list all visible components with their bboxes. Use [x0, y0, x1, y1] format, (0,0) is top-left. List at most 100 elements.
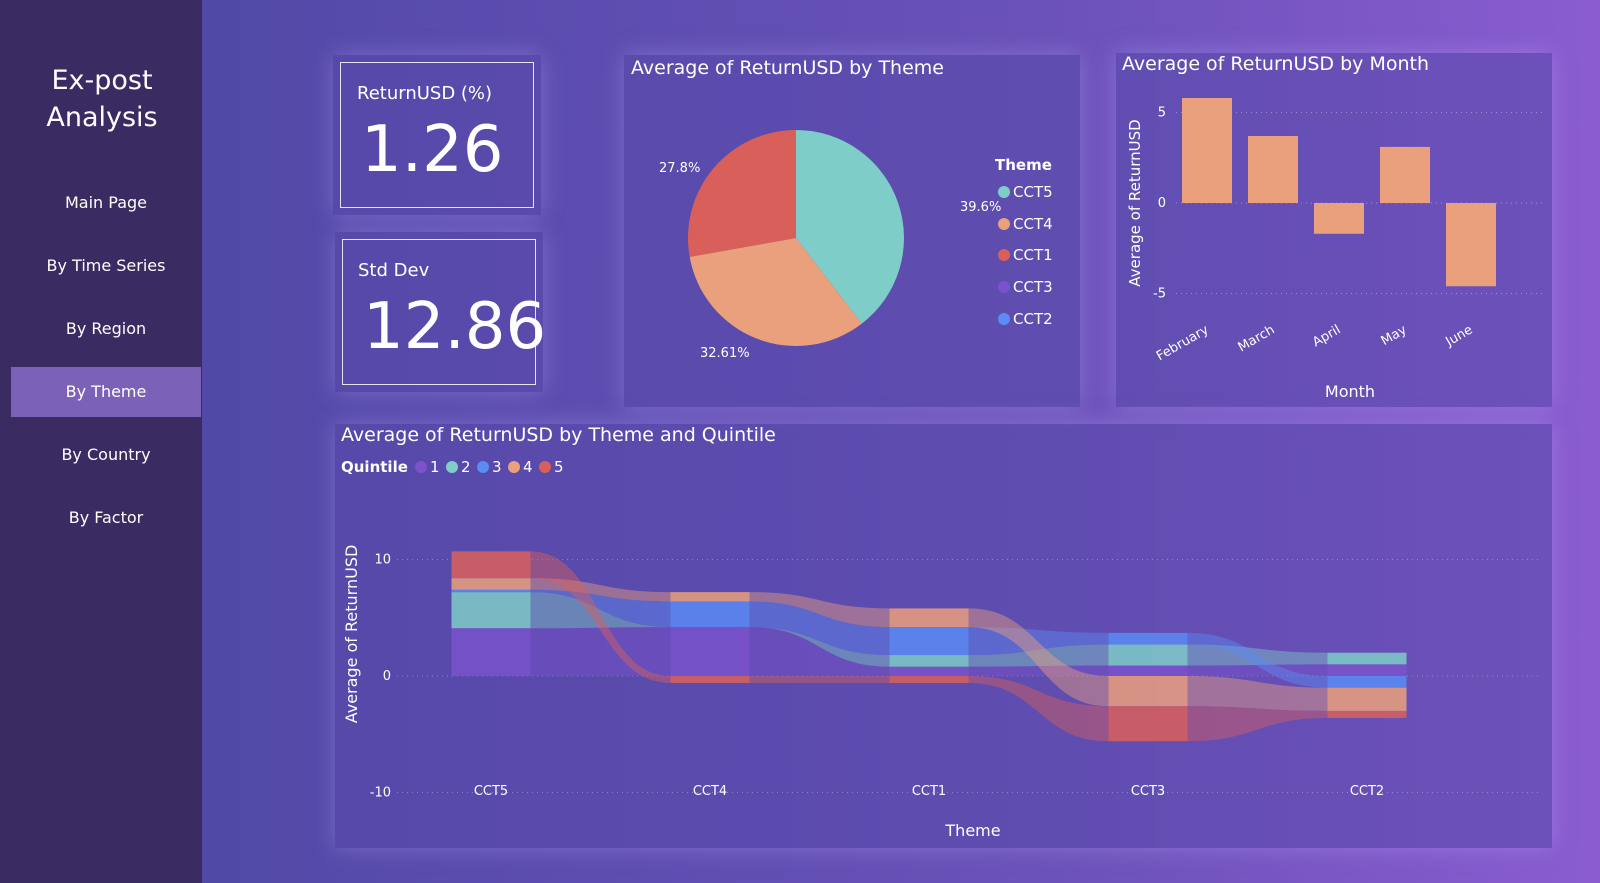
ribbon-flow-q3-cct1[interactable] [968, 627, 1109, 656]
pie-legend-item-cct4[interactable]: CCT4 [998, 215, 1053, 233]
ribbon-flow-q2-cct4[interactable] [749, 627, 890, 667]
ribbon-block-cct1-q1[interactable] [889, 666, 969, 676]
ribbon-block-cct2-q4[interactable] [1327, 687, 1407, 711]
nav-by-theme[interactable]: By Theme [11, 367, 201, 417]
pie-slice-cct4[interactable] [689, 238, 862, 346]
ribbon-block-cct2-q1[interactable] [1327, 664, 1407, 676]
ribbon-block-cct4-q4[interactable] [670, 592, 750, 602]
pie-legend-item-cct5[interactable]: CCT5 [998, 183, 1053, 201]
ribbon-block-cct2-q3[interactable] [1327, 676, 1407, 688]
ribbon-flow-q3-cct5[interactable] [530, 589, 671, 628]
pie-legend-item-cct2[interactable]: CCT2 [998, 310, 1053, 328]
ribbon-chart-card[interactable]: Average of ReturnUSD by Theme and Quinti… [335, 424, 1552, 848]
ribbon-legend-item-5[interactable]: 5 [539, 458, 564, 476]
ribbon-block-cct3-q1[interactable] [1108, 665, 1188, 676]
ribbon-x-tick-cct3: CCT3 [1131, 784, 1165, 799]
bar-june[interactable] [1446, 203, 1496, 287]
ribbon-legend-label-5: 5 [554, 458, 564, 476]
ribbon-legend-item-2[interactable]: 2 [446, 458, 471, 476]
ribbon-block-cct2-q2[interactable] [1327, 652, 1407, 665]
ribbon-y-tick-minus10: -10 [370, 786, 391, 801]
ribbon-flow-q5-cct1[interactable] [968, 676, 1109, 742]
ribbon-block-cct3-q3[interactable] [1108, 632, 1188, 645]
pie-slice-cct1[interactable] [688, 130, 796, 257]
legend-dot-cct4 [998, 218, 1010, 230]
ribbon-legend-title: Quintile [341, 458, 408, 476]
ribbon-legend-item-1[interactable]: 1 [415, 458, 440, 476]
ribbon-block-cct5-q5[interactable] [451, 551, 531, 579]
bar-chart-xlabel: Month [1325, 382, 1375, 401]
ribbon-flow-q2-cct3[interactable] [1187, 644, 1328, 666]
bar-may[interactable] [1380, 146, 1430, 203]
ribbon-flow-q1-cct4[interactable] [749, 627, 890, 676]
ribbon-legend-dot-1 [415, 461, 427, 473]
ribbon-block-cct1-q3[interactable] [889, 627, 969, 656]
nav-main-page[interactable]: Main Page [64, 193, 147, 212]
nav-by-region[interactable]: By Region [65, 319, 147, 338]
bar-february[interactable] [1182, 98, 1232, 203]
ribbon-block-cct3-q5[interactable] [1108, 706, 1188, 742]
pie-legend-item-cct3[interactable]: CCT3 [998, 278, 1053, 296]
ribbon-block-cct5-q1[interactable] [451, 628, 531, 676]
bar-chart-svg: Month Average of ReturnUSD 5 0 -5 Februa… [1126, 98, 1546, 401]
pie-legend-label-cct1: CCT1 [1013, 246, 1053, 264]
pie-slice-cct5[interactable] [796, 130, 904, 324]
ribbon-block-cct3-q2[interactable] [1108, 644, 1188, 666]
app-title-line2: Analysis [46, 102, 158, 133]
ribbon-flow-q4-cct1[interactable] [968, 608, 1109, 707]
ribbon-legend-dot-5 [539, 461, 551, 473]
ribbon-block-cct4-q1[interactable] [670, 627, 750, 676]
nav-by-factor[interactable]: By Factor [68, 508, 144, 527]
ribbon-block-cct1-q5[interactable] [889, 676, 969, 683]
bar-y-tick-5: 5 [1158, 106, 1166, 121]
kpi-stddev-card[interactable]: Std Dev 12.86 [335, 232, 547, 392]
ribbon-x-tick-cct4: CCT4 [693, 784, 727, 799]
bar-chart-card[interactable]: Average of ReturnUSD by Month Month Aver… [1116, 53, 1552, 407]
nav-by-time-series[interactable]: By Time Series [46, 256, 166, 275]
kpi-stddev-value: 12.86 [363, 290, 547, 364]
app-title-line1: Ex-post [51, 65, 153, 96]
ribbon-block-cct5-q3[interactable] [451, 589, 531, 593]
ribbon-block-cct4-q5[interactable] [670, 676, 750, 683]
ribbon-flow-q1-cct3[interactable] [1187, 664, 1328, 676]
ribbon-flow-q3-cct3[interactable] [1187, 632, 1328, 688]
ribbon-block-cct4-q3[interactable] [670, 601, 750, 628]
nav-by-country[interactable]: By Country [61, 445, 151, 464]
kpi-return-frame: ReturnUSD (%) 1.26 [340, 62, 534, 208]
bar-march[interactable] [1248, 136, 1298, 203]
kpi-return-card[interactable]: ReturnUSD (%) 1.26 [333, 55, 541, 215]
ribbon-legend-item-3[interactable]: 3 [477, 458, 502, 476]
ribbon-block-cct2-q5[interactable] [1327, 710, 1407, 718]
pie-chart-card[interactable]: Average of ReturnUSD by Theme 39.6% 32.6… [624, 55, 1080, 407]
ribbon-legend-dot-2 [446, 461, 458, 473]
ribbon-block-cct1-q2[interactable] [889, 655, 969, 667]
ribbon-block-cct5-q4[interactable] [451, 578, 531, 590]
ribbon-block-cct5-q2[interactable] [451, 592, 531, 629]
ribbon-y-tick-10: 10 [374, 553, 391, 568]
pie-chart-svg: 39.6% 32.61% 27.8% Theme CCT5 CCT4 CCT1 … [659, 130, 1053, 361]
bar-x-tick-june: June [1443, 322, 1476, 350]
ribbon-legend-item-4[interactable]: 4 [508, 458, 533, 476]
ribbon-flow-q2-cct5[interactable] [530, 592, 671, 629]
ribbon-flow-q4-cct4[interactable] [749, 592, 890, 628]
ribbon-flow-q3-cct4[interactable] [749, 601, 890, 656]
ribbon-block-cct3-q4[interactable] [1108, 676, 1188, 707]
ribbon-block-cct1-q4[interactable] [889, 608, 969, 628]
ribbon-chart-xlabel: Theme [944, 821, 1000, 840]
bar-x-tick-february: February [1154, 322, 1212, 364]
pie-legend-label-cct4: CCT4 [1013, 215, 1053, 233]
ribbon-flow-q5-cct5[interactable] [530, 551, 671, 683]
bar-chart-ylabel: Average of ReturnUSD [1126, 119, 1144, 286]
pie-legend-label-cct3: CCT3 [1013, 278, 1053, 296]
ribbon-flow-q4-cct5[interactable] [530, 578, 671, 602]
bar-april[interactable] [1314, 203, 1364, 234]
ribbon-flow-q1-cct1[interactable] [968, 665, 1109, 676]
ribbon-flow-q1-cct5[interactable] [530, 627, 671, 676]
ribbon-flow-q5-cct4[interactable] [749, 676, 890, 683]
ribbon-flow-q4-cct3[interactable] [1187, 676, 1328, 711]
ribbon-flow-q2-cct1[interactable] [968, 644, 1109, 667]
ribbon-flow-q5-cct3[interactable] [1187, 706, 1328, 742]
pie-legend-item-cct1[interactable]: CCT1 [998, 246, 1053, 264]
bar-x-tick-may: May [1379, 322, 1410, 349]
legend-dot-cct1 [998, 249, 1010, 261]
